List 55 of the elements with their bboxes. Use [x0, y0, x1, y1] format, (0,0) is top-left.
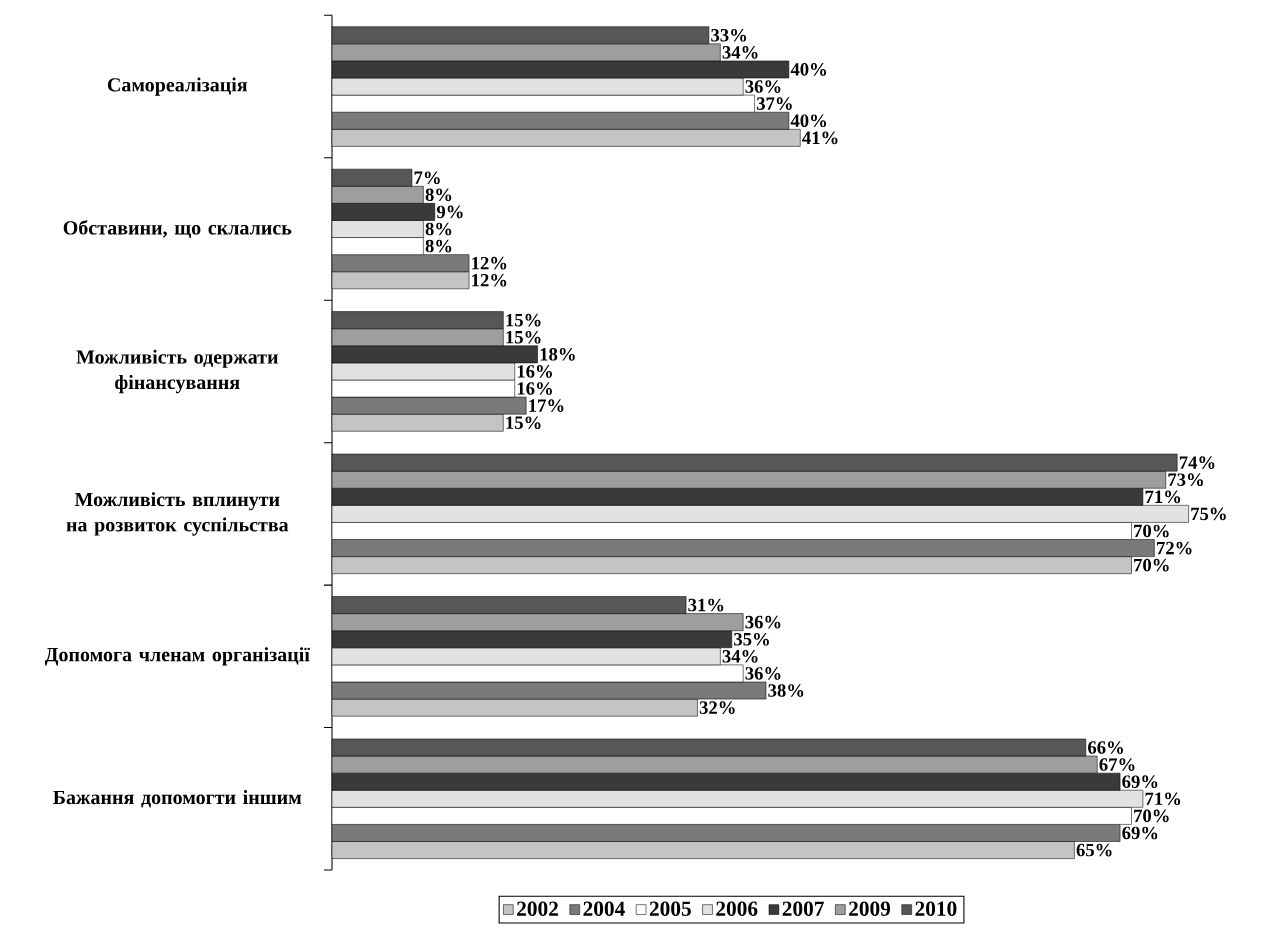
- y-tick-label: Можливість вплинути на розвиток суспільства: [66, 492, 289, 536]
- data-label: 69%: [1122, 826, 1158, 840]
- data-label: 37%: [756, 97, 792, 110]
- data-label: 8%: [425, 239, 452, 253]
- y-tick-label: Допомога членам організації: [44, 647, 310, 666]
- data-label: 16%: [517, 365, 552, 378]
- data-label: 70%: [1134, 558, 1169, 572]
- data-label: 33%: [711, 28, 747, 42]
- data-label: 8%: [425, 222, 452, 236]
- legend-label: 2005: [649, 901, 691, 916]
- y-tick-label: Обставини, що склались: [63, 220, 292, 238]
- data-label: 74%: [1179, 456, 1215, 469]
- data-label: 69%: [1122, 775, 1158, 789]
- data-label: 8%: [425, 188, 452, 202]
- legend-label: 2010: [915, 901, 957, 916]
- data-label: 38%: [768, 684, 804, 697]
- legend-label: 2009: [849, 901, 891, 916]
- y-tick-label: Можливість одержати фінансування: [76, 349, 279, 394]
- data-label: 65%: [1076, 843, 1112, 857]
- data-label: 71%: [1145, 792, 1181, 806]
- data-label: 41%: [802, 131, 838, 145]
- data-label: 35%: [734, 632, 769, 646]
- data-label: 16%: [517, 382, 552, 395]
- legend-label: 2007: [782, 901, 824, 916]
- data-label: 15%: [506, 416, 541, 430]
- data-label: 40%: [790, 63, 827, 76]
- legend-label: 2006: [716, 901, 758, 916]
- legend-label: 2002: [517, 901, 558, 916]
- data-label: 36%: [745, 615, 781, 629]
- data-label: 40%: [790, 114, 827, 128]
- data-label: 12%: [472, 273, 507, 287]
- data-label: 17%: [529, 399, 564, 412]
- y-tick-label: Бажання допомогти іншим: [53, 790, 302, 808]
- data-label: 36%: [745, 667, 781, 680]
- data-label: 67%: [1099, 758, 1135, 771]
- data-label: 75%: [1191, 507, 1226, 521]
- data-label: 15%: [506, 313, 541, 327]
- data-label: 66%: [1088, 741, 1123, 754]
- data-label: 70%: [1134, 809, 1169, 823]
- data-label: 15%: [506, 330, 541, 344]
- data-label: 31%: [688, 598, 724, 612]
- legend-label: 2004: [583, 901, 625, 916]
- data-label: 36%: [745, 80, 781, 93]
- data-label: 12%: [472, 256, 507, 270]
- data-label: 34%: [722, 46, 758, 59]
- data-label: 9%: [436, 205, 463, 219]
- data-label: 18%: [540, 348, 575, 361]
- data-label: 70%: [1134, 524, 1169, 538]
- y-tick-label: Самореалізація: [107, 77, 248, 96]
- data-label: 72%: [1157, 541, 1192, 555]
- data-label: 73%: [1168, 473, 1203, 487]
- data-label: 71%: [1145, 490, 1181, 504]
- data-label: 32%: [699, 701, 735, 714]
- data-label: 7%: [414, 171, 440, 185]
- data-label: 34%: [722, 649, 758, 663]
